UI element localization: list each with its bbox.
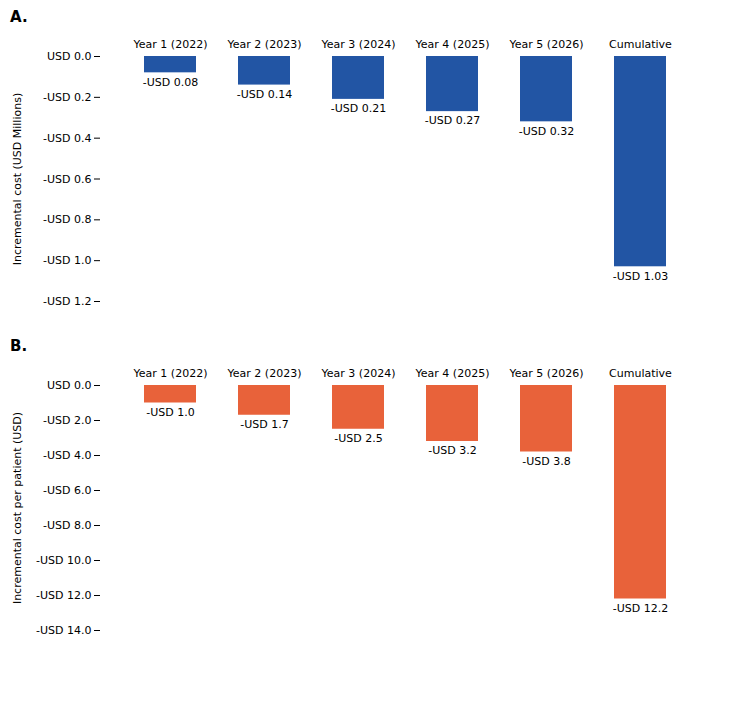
svg-text:-USD 0.32: -USD 0.32 [519,125,574,138]
svg-text:Incremental cost (USD Millions: Incremental cost (USD Millions) [11,93,24,265]
svg-text:Incremental cost per patient (: Incremental cost per patient (USD) [11,412,24,604]
svg-text:-USD 1.7: -USD 1.7 [240,418,288,431]
svg-text:Year 4 (2025): Year 4 (2025) [415,38,490,51]
svg-text:-USD 14.0: -USD 14.0 [36,624,91,637]
svg-text:-USD 0.21: -USD 0.21 [331,102,386,115]
svg-text:-USD 0.27: -USD 0.27 [425,114,480,127]
svg-text:-USD 0.4: -USD 0.4 [43,132,91,145]
svg-text:Year 2 (2023): Year 2 (2023) [227,38,302,51]
svg-text:Year 4 (2025): Year 4 (2025) [415,367,490,380]
svg-text:Cumulative: Cumulative [609,38,672,51]
svg-text:Year 1 (2022): Year 1 (2022) [133,367,208,380]
svg-text:Year 2 (2023): Year 2 (2023) [227,367,302,380]
svg-text:-USD 1.2: -USD 1.2 [43,295,91,308]
svg-text:-USD 0.08: -USD 0.08 [143,76,198,89]
svg-text:Year 1 (2022): Year 1 (2022) [133,38,208,51]
svg-text:-USD 8.0: -USD 8.0 [43,519,91,532]
svg-text:-USD 0.8: -USD 0.8 [43,213,91,226]
svg-text:Year 5 (2026): Year 5 (2026) [509,38,584,51]
svg-text:-USD 2.5: -USD 2.5 [334,432,382,445]
html-text:A.: A. [10,8,28,26]
svg-text:-USD 0.2: -USD 0.2 [43,91,91,104]
svg-text:USD 0.0: USD 0.0 [47,50,92,63]
svg-text:Cumulative: Cumulative [609,367,672,380]
svg-text:-USD 3.8: -USD 3.8 [522,455,570,468]
svg-text:-USD 3.2: -USD 3.2 [428,444,476,457]
svg-text:Year 3 (2024): Year 3 (2024) [321,367,396,380]
svg-text:-USD 1.0: -USD 1.0 [146,406,194,419]
svg-text:-USD 0.14: -USD 0.14 [237,88,292,101]
svg-text:-USD 2.0: -USD 2.0 [43,414,91,427]
svg-text:Year 3 (2024): Year 3 (2024) [321,38,396,51]
svg-text:-USD 12.0: -USD 12.0 [36,589,91,602]
svg-text:-USD 4.0: -USD 4.0 [43,449,91,462]
svg-text:-USD 0.6: -USD 0.6 [43,173,91,186]
svg-text:Year 5 (2026): Year 5 (2026) [509,367,584,380]
svg-text:-USD 1.03: -USD 1.03 [613,270,668,283]
svg-text:-USD 12.2: -USD 12.2 [613,602,668,615]
svg-text:-USD 10.0: -USD 10.0 [36,554,91,567]
svg-text:USD 0.0: USD 0.0 [47,379,92,392]
svg-text:-USD 1.0: -USD 1.0 [43,254,91,267]
svg-text:-USD 6.0: -USD 6.0 [43,484,91,497]
html-text:B.: B. [10,337,28,355]
